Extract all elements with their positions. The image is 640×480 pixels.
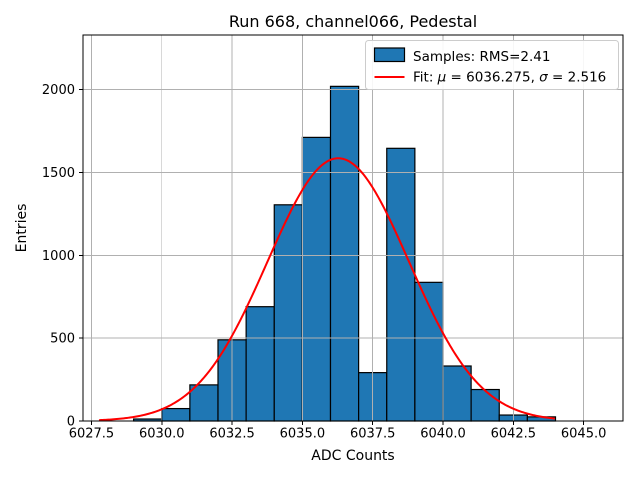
legend-samples-swatch xyxy=(373,47,406,63)
fit-curve-line xyxy=(98,157,556,422)
x-tick-label: 6042.5 xyxy=(491,427,537,442)
y-tick-label: 500 xyxy=(50,332,75,347)
x-tick-label: 6040.0 xyxy=(420,427,466,442)
y-axis-label: Entries xyxy=(14,204,30,253)
ticks-layer: 6027.5 6030.0 6032.5 6035.0 6037.5 6040.0 6042… xyxy=(42,83,606,441)
histogram-bar xyxy=(189,384,219,422)
histogram-bar xyxy=(161,407,191,422)
histogram-bar xyxy=(301,136,332,422)
legend-fit-sigma-value: = 2.516 xyxy=(548,70,607,86)
legend-box xyxy=(365,40,619,90)
chart-title: Run 668, channel066, Pedestal xyxy=(229,12,477,31)
legend-fit-label: Fit: μ = 6036.275, σ = 2.516 xyxy=(413,70,606,86)
histogram-bar xyxy=(245,306,275,422)
histogram-bar xyxy=(470,388,500,422)
x-tick-label: 6032.5 xyxy=(209,427,255,442)
y-tick-label: 1000 xyxy=(42,249,75,264)
legend-fit-mu-value: = 6036.275, xyxy=(446,70,539,86)
legend-fit-sigma-symbol: σ xyxy=(539,70,548,86)
y-tick-label: 1500 xyxy=(42,166,75,181)
y-tick-label: 0 xyxy=(67,415,75,430)
x-tick-label: 6035.0 xyxy=(280,427,326,442)
legend: Samples: RMS=2.41 Fit: μ = 6036.275, σ =… xyxy=(365,40,619,90)
histogram-bar xyxy=(386,147,416,422)
legend-fit-mu-symbol: μ xyxy=(437,70,447,86)
x-axis-label: ADC Counts xyxy=(311,448,394,464)
histogram-bar xyxy=(442,365,472,422)
plot-border xyxy=(82,34,624,422)
legend-fit-prefix: Fit: xyxy=(413,70,438,86)
y-tick-label: 2000 xyxy=(42,83,75,98)
grid-layer xyxy=(83,35,623,422)
x-tick-label: 6030.0 xyxy=(139,427,185,442)
x-tick-label: 6037.5 xyxy=(350,427,396,442)
legend-samples-label: Samples: RMS=2.41 xyxy=(413,49,550,65)
x-tick-label: 6045.0 xyxy=(561,427,607,442)
histogram-bar xyxy=(329,85,360,422)
x-tick-label: 6027.5 xyxy=(69,427,115,442)
